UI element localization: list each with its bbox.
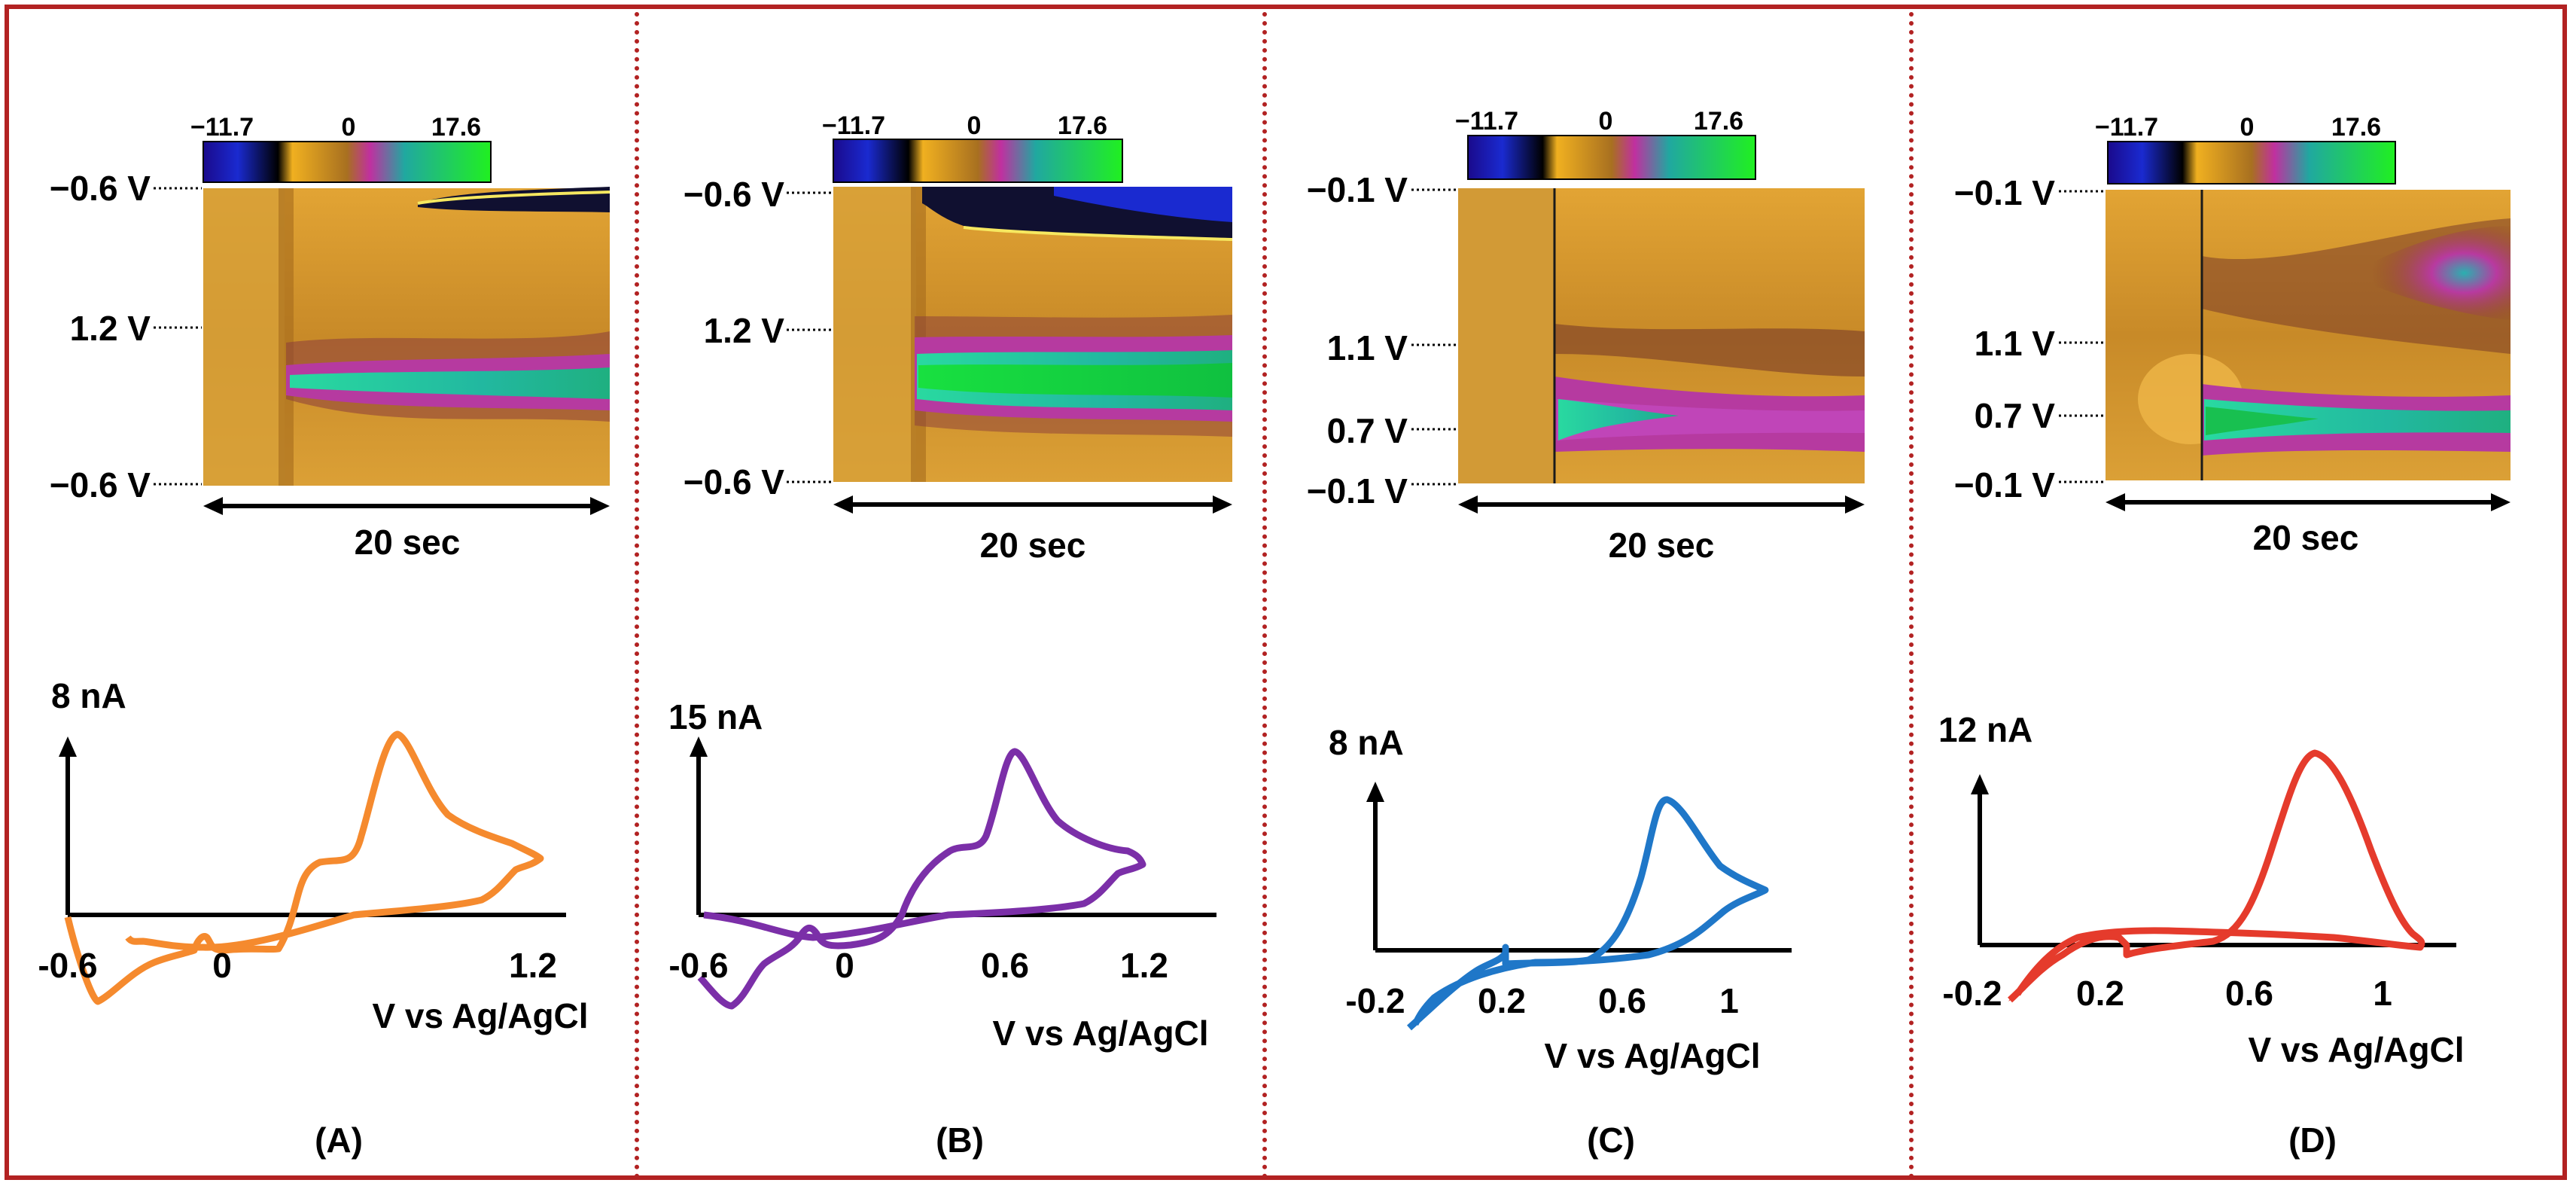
x-tick-label: 0.2: [1478, 981, 1526, 1020]
heatmap: [833, 187, 1233, 482]
x-tick-label: 0: [835, 946, 854, 985]
y-tick-label: −0.6 V: [684, 462, 785, 502]
panel-divider: [1262, 12, 1267, 1179]
y-tick-label: 1.1 V: [1327, 328, 1408, 367]
cv-plot: 8 nA -0.2 0.2 0.6 1 V vs Ag/AgCl: [1329, 723, 1792, 1075]
colorbar-gradient: [202, 141, 492, 183]
x-tick-label: 0.6: [1598, 981, 1646, 1020]
cv-current-scale: 15 nA: [668, 697, 763, 736]
x-tick-label: -0.6: [38, 946, 97, 985]
y-tick-label: 0.7 V: [1975, 396, 2056, 435]
colorbar-gradient: [1467, 135, 1756, 180]
heatmap-oxidation-band: [1558, 399, 1679, 441]
colorbar-min-label: −11.7: [822, 111, 885, 140]
cv-trace: [64, 730, 544, 1005]
colorbar-gradient: [833, 139, 1123, 183]
colorbar-zero-label: 0: [967, 111, 982, 140]
y-tick-label: −0.6 V: [50, 169, 151, 208]
panel-c: −11.7 0 17.6 −0.1 V 1.1 V 0.7 V −0.1 V: [1307, 107, 1865, 1160]
cv-current-scale: 8 nA: [1329, 723, 1404, 762]
x-tick-label: 0: [212, 946, 232, 985]
cv-plot: 8 nA -0.6 0 1.2 V vs Ag/AgCl: [38, 676, 588, 1035]
time-span-label: 20 sec: [355, 523, 461, 562]
colorbar: −11.7 0 17.6: [1455, 107, 1756, 180]
cv-trace: [1407, 796, 1769, 1031]
x-tick-label: 0.6: [2225, 974, 2273, 1013]
x-tick-label: -0.6: [668, 946, 728, 985]
panel-label: (C): [1587, 1120, 1635, 1160]
colorbar-max-label: 17.6: [1694, 107, 1743, 136]
colorbar-zero-label: 0: [342, 113, 356, 142]
colorbar: −11.7 0 17.6: [822, 111, 1123, 183]
colorbar-gradient: [2107, 141, 2396, 184]
panel-label: (D): [2288, 1120, 2337, 1160]
heatmap-y-axis: −0.1 V 1.1 V 0.7 V −0.1 V: [1954, 173, 2104, 505]
colorbar-zero-label: 0: [1599, 107, 1613, 136]
x-tick-label: 1: [2373, 974, 2392, 1013]
y-tick-label: −0.6 V: [684, 175, 785, 214]
time-span-arrow: 20 sec: [203, 497, 610, 562]
heatmap-oxidation-band: [918, 363, 1232, 398]
x-tick-label: 0.6: [981, 946, 1029, 985]
panel-d: −11.7 0 17.6 −0.1 V 1.1 V 0.7 V −0.1 V: [1938, 113, 2511, 1160]
colorbar-min-label: −11.7: [1455, 107, 1518, 136]
time-span-label: 20 sec: [1609, 526, 1715, 565]
figure-frame: [5, 5, 2567, 1180]
colorbar-max-label: 17.6: [2331, 113, 2381, 142]
cv-x-axis-label: V vs Ag/AgCl: [372, 996, 588, 1035]
panel-b: −11.7 0 17.6 −0.6 V 1.2 V −0.6 V: [668, 111, 1233, 1160]
colorbar-max-label: 17.6: [431, 113, 481, 142]
time-span-arrow: 20 sec: [833, 495, 1232, 565]
heatmap-y-axis: −0.6 V 1.2 V −0.6 V: [50, 169, 202, 505]
x-tick-label: -0.2: [1345, 981, 1405, 1020]
cv-plot: 12 nA -0.2 0.2 0.6 1 V vs Ag/AgCl: [1938, 710, 2465, 1069]
y-tick-label: −0.1 V: [1307, 170, 1408, 209]
time-span-label: 20 sec: [980, 526, 1086, 565]
colorbar-max-label: 17.6: [1058, 111, 1107, 140]
x-tick-label: 1: [1719, 981, 1739, 1020]
x-tick-label: 1.2: [1120, 946, 1168, 985]
panel-divider: [635, 12, 639, 1179]
heatmap-y-axis: −0.1 V 1.1 V 0.7 V −0.1 V: [1307, 170, 1457, 511]
heatmap: [1458, 188, 1865, 483]
heatmap-oxidation-band: [290, 367, 610, 399]
colorbar: −11.7 0 17.6: [2095, 113, 2396, 184]
cv-current-scale: 8 nA: [51, 676, 126, 715]
cv-trace: [2007, 749, 2425, 1003]
y-tick-label: 0.7 V: [1327, 411, 1408, 450]
x-tick-label: 1.2: [509, 946, 557, 985]
cv-x-axis-label: V vs Ag/AgCl: [1544, 1036, 1760, 1075]
y-tick-label: −0.6 V: [50, 465, 151, 505]
heatmap-oxidation-band: [2204, 399, 2511, 441]
y-tick-label: −0.1 V: [1307, 471, 1408, 511]
cv-current-scale: 12 nA: [1938, 710, 2032, 749]
heatmap: [203, 187, 611, 486]
y-tick-label: −0.1 V: [1954, 173, 2056, 212]
x-tick-label: -0.2: [1942, 974, 2002, 1013]
cv-x-axis-label: V vs Ag/AgCl: [2248, 1030, 2464, 1069]
colorbar: −11.7 0 17.6: [190, 113, 492, 183]
panel-label: (B): [936, 1120, 984, 1160]
time-span-label: 20 sec: [2253, 518, 2359, 557]
time-span-arrow: 20 sec: [2106, 493, 2511, 557]
heatmap-upper-feature: [2356, 226, 2511, 320]
colorbar-zero-label: 0: [2240, 113, 2255, 142]
cv-plot: 15 nA -0.6 0 0.6 1.2 V vs Ag/AgCl: [668, 697, 1216, 1053]
cv-x-axis-label: V vs Ag/AgCl: [992, 1014, 1208, 1053]
panel-divider: [1909, 12, 1914, 1179]
y-tick-label: 1.2 V: [704, 311, 785, 350]
y-tick-label: −0.1 V: [1954, 465, 2056, 505]
cv-trace: [697, 748, 1146, 1010]
y-tick-label: 1.1 V: [1975, 324, 2056, 363]
y-tick-label: 1.2 V: [70, 309, 151, 348]
panel-label: (A): [315, 1120, 363, 1160]
heatmap: [2106, 190, 2511, 480]
colorbar-min-label: −11.7: [190, 113, 254, 142]
colorbar-min-label: −11.7: [2095, 113, 2158, 142]
heatmap-y-axis: −0.6 V 1.2 V −0.6 V: [684, 175, 832, 502]
panel-a: −11.7 0 17.6 −0.6 V 1.2 V −0.6 V 20: [38, 113, 611, 1160]
x-tick-label: 0.2: [2076, 974, 2124, 1013]
time-span-arrow: 20 sec: [1458, 495, 1865, 565]
